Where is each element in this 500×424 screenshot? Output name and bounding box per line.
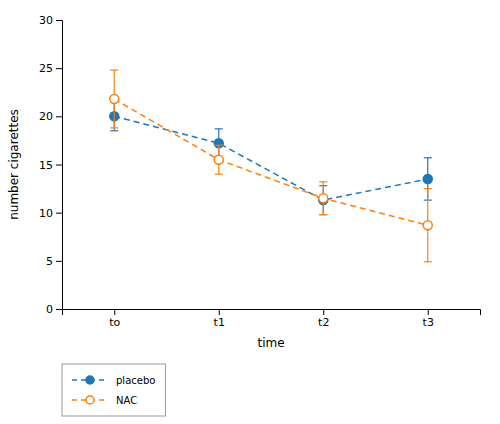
error-bar-cap <box>319 214 327 215</box>
error-bar-cap <box>424 188 432 189</box>
x-axis: to t1 t2 t3 <box>63 309 481 329</box>
tick-mark <box>56 261 62 262</box>
point <box>423 221 432 230</box>
tick: 0 <box>46 303 62 316</box>
tick-mark <box>114 309 115 315</box>
error-bar-cap <box>424 157 432 158</box>
legend-item: placebo <box>72 375 155 386</box>
legend: placebo NAC <box>62 364 165 416</box>
tick: t2 <box>318 309 329 329</box>
series <box>110 70 433 262</box>
error-bar-cap <box>319 214 327 215</box>
axis-line <box>56 21 63 310</box>
tick-mark <box>56 68 62 69</box>
tick-mark <box>56 116 62 117</box>
error-bar <box>319 182 327 215</box>
legend-frame <box>62 364 165 416</box>
tick-label: t3 <box>423 316 434 329</box>
marks <box>110 70 433 262</box>
error-bar-cap <box>424 261 432 262</box>
tick-label: 15 <box>39 159 53 172</box>
legend-item: NAC <box>72 395 137 406</box>
line <box>114 99 428 225</box>
error-bar-cap <box>319 181 327 182</box>
tick: t3 <box>423 309 434 329</box>
tick-label: t1 <box>214 316 225 329</box>
y-axis-title: number cigarettes <box>7 109 21 220</box>
tick-mark <box>56 165 62 166</box>
error-bar <box>110 70 118 128</box>
legend-label: NAC <box>116 395 137 406</box>
tick-label: t2 <box>318 316 329 329</box>
tick-mark <box>219 309 220 315</box>
axis-line <box>63 310 481 316</box>
tick-mark <box>56 20 62 21</box>
tick-mark <box>323 309 324 315</box>
y-axis: 0 5 10 15 20 25 30 <box>39 14 63 316</box>
tick-mark <box>56 309 62 310</box>
tick: 20 <box>39 110 62 123</box>
tick-label: to <box>109 316 120 329</box>
error-bar-cap <box>215 145 223 146</box>
tick-label: 10 <box>39 207 53 220</box>
tick: 25 <box>39 62 62 75</box>
tick-mark <box>428 309 429 315</box>
tick-label: 0 <box>46 303 53 316</box>
legend-label: placebo <box>116 375 155 386</box>
error-bar-cap <box>215 174 223 175</box>
tick: to <box>109 309 120 329</box>
tick-label: 20 <box>39 110 53 123</box>
point <box>423 174 432 183</box>
tick: t1 <box>214 309 225 329</box>
point <box>319 194 328 203</box>
error-bar-cap <box>215 128 223 129</box>
legend-symbol <box>86 376 94 384</box>
error-bar-cap <box>110 69 118 70</box>
point <box>214 155 223 164</box>
tick-label: 30 <box>39 14 53 27</box>
tick-label: 5 <box>46 255 53 268</box>
chart: 0 5 10 15 20 25 30 to t1 t2 t3 time number cigarette… <box>0 0 500 424</box>
tick: 30 <box>39 14 62 27</box>
error-bar-cap <box>110 130 118 131</box>
x-axis-title: time <box>257 336 284 350</box>
tick: 10 <box>39 207 62 220</box>
tick-mark <box>56 213 62 214</box>
legend-symbol <box>86 396 94 404</box>
error-bar-cap <box>110 127 118 128</box>
error-bar <box>215 145 223 174</box>
tick: 5 <box>46 255 62 268</box>
point <box>110 94 119 103</box>
tick-label: 25 <box>39 62 53 75</box>
line <box>114 116 428 200</box>
plot: 0 5 10 15 20 25 30 to t1 t2 t3 time number cigarette… <box>7 14 481 416</box>
error-bar <box>424 189 432 262</box>
series <box>110 102 433 215</box>
tick: 15 <box>39 159 62 172</box>
